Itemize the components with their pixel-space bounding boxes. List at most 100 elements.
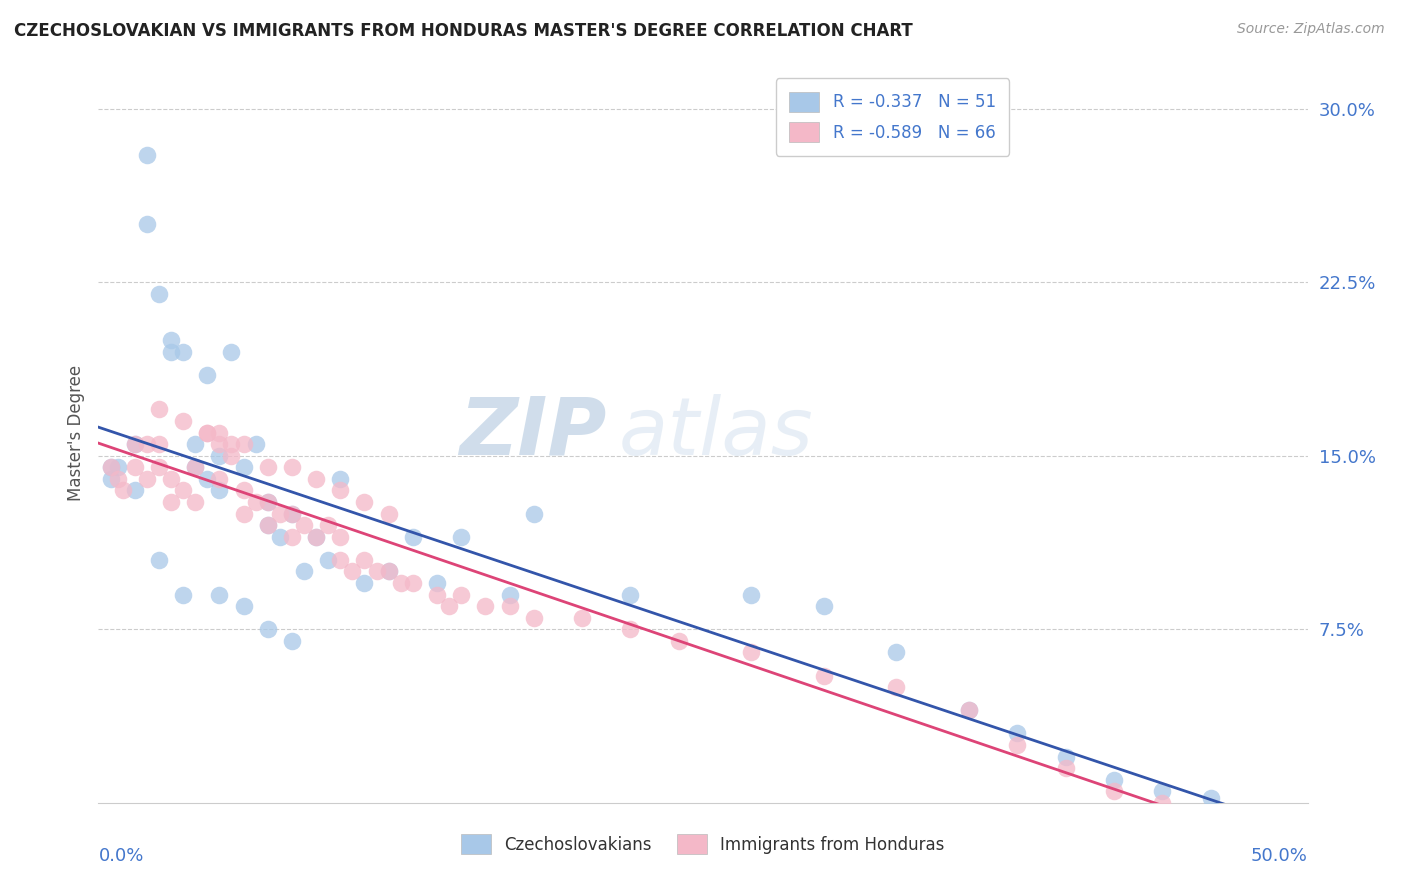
Point [256,518,278,533]
Point [221,437,243,451]
Point [1054,761,1077,775]
Point [342,565,364,579]
Point [353,553,375,567]
Point [281,460,304,475]
Point [184,437,207,451]
Point [1007,738,1029,752]
Point [208,449,231,463]
Point [366,565,388,579]
Point [184,460,207,475]
Point [221,449,243,463]
Point [353,495,375,509]
Text: 50.0%: 50.0% [1251,847,1308,865]
Point [619,588,641,602]
Point [305,530,328,544]
Point [208,483,231,498]
Point [450,530,472,544]
Point [232,483,254,498]
Point [426,588,449,602]
Point [148,553,170,567]
Point [107,472,129,486]
Point [316,553,339,567]
Point [232,507,254,521]
Point [353,576,375,591]
Point [135,472,157,486]
Legend: Czechoslovakians, Immigrants from Honduras: Czechoslovakians, Immigrants from Hondur… [454,828,952,861]
Text: ZIP: ZIP [458,393,606,472]
Point [269,507,291,521]
Point [256,495,278,509]
Text: 0.0%: 0.0% [98,847,143,865]
Point [523,507,546,521]
Point [281,530,304,544]
Point [740,588,762,602]
Point [184,495,207,509]
Point [148,460,170,475]
Point [498,599,520,614]
Point [329,530,352,544]
Point [523,610,546,624]
Point [124,483,146,498]
Point [886,680,908,694]
Point [329,483,352,498]
Point [402,530,425,544]
Point [208,472,231,486]
Point [292,565,315,579]
Point [148,437,170,451]
Point [208,437,231,451]
Point [172,588,194,602]
Point [377,565,399,579]
Point [184,460,207,475]
Point [148,402,170,417]
Point [100,472,122,486]
Point [195,425,218,440]
Point [1152,796,1174,810]
Point [160,344,183,359]
Point [281,507,304,521]
Point [426,576,449,591]
Point [107,460,129,475]
Point [232,599,254,614]
Point [172,483,194,498]
Point [437,599,460,614]
Point [221,344,243,359]
Point [281,633,304,648]
Point [329,553,352,567]
Point [571,610,593,624]
Point [450,588,472,602]
Point [124,460,146,475]
Point [245,437,267,451]
Point [740,645,762,659]
Point [256,495,278,509]
Point [474,599,496,614]
Point [245,495,267,509]
Point [208,425,231,440]
Y-axis label: Master's Degree: Master's Degree [66,365,84,500]
Point [160,333,183,347]
Point [292,518,315,533]
Point [195,425,218,440]
Point [668,633,690,648]
Point [135,218,157,232]
Point [124,437,146,451]
Point [111,483,134,498]
Point [1102,772,1125,787]
Point [498,588,520,602]
Point [813,599,835,614]
Point [619,622,641,636]
Point [402,576,425,591]
Point [160,495,183,509]
Point [100,460,122,475]
Point [148,286,170,301]
Text: CZECHOSLOVAKIAN VS IMMIGRANTS FROM HONDURAS MASTER'S DEGREE CORRELATION CHART: CZECHOSLOVAKIAN VS IMMIGRANTS FROM HONDU… [14,22,912,40]
Point [305,530,328,544]
Point [1199,791,1222,805]
Point [329,472,352,486]
Point [1152,784,1174,798]
Point [389,576,412,591]
Point [256,460,278,475]
Point [1007,726,1029,740]
Point [957,703,980,717]
Point [886,645,908,659]
Point [135,437,157,451]
